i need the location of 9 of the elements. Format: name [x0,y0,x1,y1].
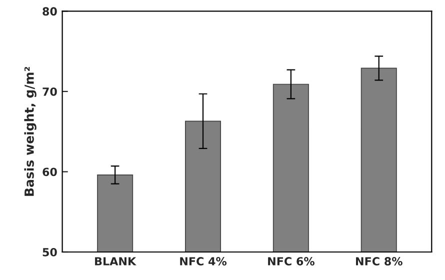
x-tick-label: NFC 4% [180,257,227,266]
y-axis-title: Basis weight, g/m² [24,66,36,196]
y-tick-label: 70 [42,87,57,96]
x-tick-label: BLANK [95,257,136,266]
y-tick-label: 60 [42,168,57,176]
y-tick-label: 50 [42,248,57,256]
x-tick-label: NFC 6% [268,257,314,266]
x-tick-label: NFC 8% [356,257,402,266]
y-tick-label: 80 [42,7,57,16]
